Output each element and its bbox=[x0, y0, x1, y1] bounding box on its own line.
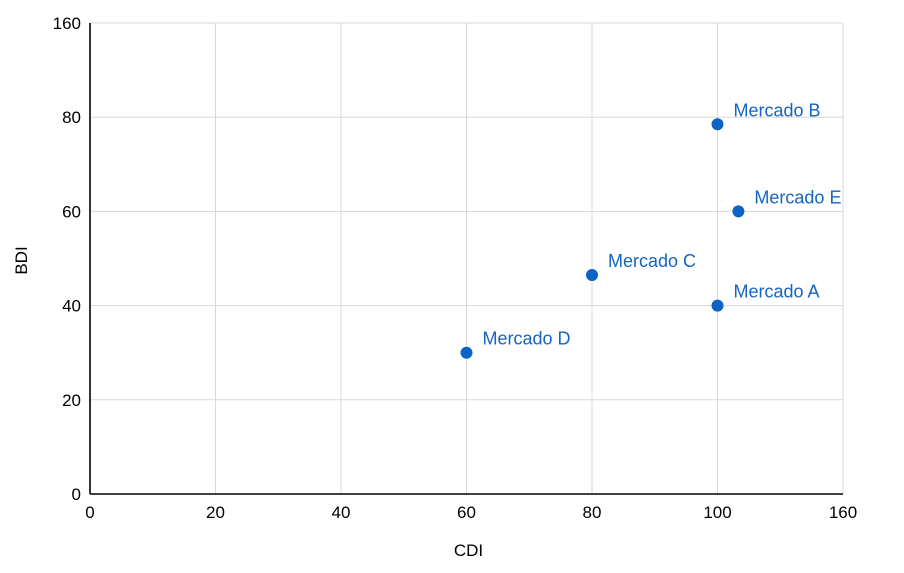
x-axis-title: CDI bbox=[454, 541, 483, 560]
grid bbox=[90, 22, 844, 494]
x-tick-label: 160 bbox=[829, 503, 857, 522]
y-tick-label: 40 bbox=[62, 297, 81, 316]
x-tick-label: 0 bbox=[85, 503, 94, 522]
y-tick-label: 0 bbox=[72, 485, 81, 504]
y-tick-label: 60 bbox=[62, 202, 81, 221]
data-point-label: Mercado A bbox=[734, 282, 820, 302]
x-tick-label: 60 bbox=[457, 503, 476, 522]
point-labels: Mercado A Mercado B Mercado C Mercado D Merc… bbox=[483, 100, 842, 348]
data-point bbox=[711, 118, 724, 131]
x-tick-label: 40 bbox=[332, 503, 351, 522]
y-tick-label: 20 bbox=[62, 391, 81, 410]
y-tick-label: 80 bbox=[62, 108, 81, 127]
data-points bbox=[460, 118, 745, 359]
x-tick-label: 100 bbox=[703, 503, 731, 522]
data-point-label: Mercado C bbox=[608, 251, 696, 271]
tick-labels: 0 20 40 60 80 100 160 0 20 40 60 80 160 bbox=[53, 14, 858, 522]
y-axis-title: BDI bbox=[12, 246, 31, 274]
data-point-label: Mercado D bbox=[483, 329, 571, 349]
data-point bbox=[460, 346, 473, 359]
y-tick-label: 160 bbox=[53, 14, 81, 33]
data-point-label: Mercado B bbox=[734, 100, 821, 120]
x-tick-label: 20 bbox=[206, 503, 225, 522]
data-point bbox=[732, 205, 745, 218]
data-point-label: Mercado E bbox=[754, 187, 841, 207]
data-point bbox=[586, 268, 598, 281]
data-point bbox=[711, 299, 724, 312]
axes bbox=[89, 23, 843, 495]
x-tick-label: 80 bbox=[583, 503, 602, 522]
